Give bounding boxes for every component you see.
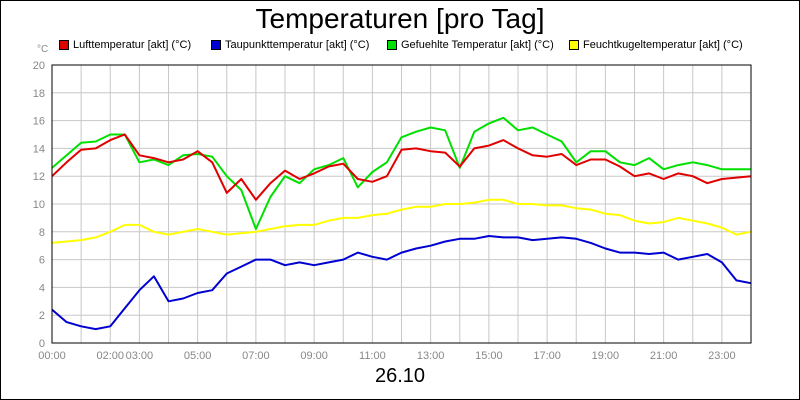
y-axis-ticks: 0 2 4 6 8 10 12 14 16 18 20 bbox=[33, 60, 45, 350]
x-tick-label: 19:00 bbox=[592, 350, 620, 362]
x-tick-label: 02:00 bbox=[96, 350, 124, 362]
y-tick-label: 12 bbox=[33, 171, 45, 183]
legend-item-taupunkttemperatur: Taupunkttemperatur [akt] (°C) bbox=[211, 39, 369, 51]
x-axis-ticks: 00:00 02:00 03:00 05:00 07:00 09:00 11:00 13:00… bbox=[38, 350, 735, 362]
legend-label-taupunkttemperatur: Taupunkttemperatur [akt] (°C) bbox=[225, 39, 370, 51]
y-axis-unit: °C bbox=[37, 44, 48, 55]
series-line-taupunkttemperatur bbox=[51, 235, 752, 331]
x-tick-label: 09:00 bbox=[300, 350, 328, 362]
y-tick-label: 6 bbox=[39, 255, 45, 267]
y-tick-label: 14 bbox=[33, 143, 45, 155]
y-tick-label: 4 bbox=[39, 282, 45, 294]
y-tick-label: 2 bbox=[39, 310, 45, 322]
y-tick-label: 8 bbox=[39, 227, 45, 239]
x-tick-label: 15:00 bbox=[475, 350, 503, 362]
grid bbox=[51, 64, 752, 344]
y-tick-label: 16 bbox=[33, 116, 45, 128]
y-tick-label: 18 bbox=[33, 88, 45, 100]
y-tick-label: 10 bbox=[33, 199, 45, 211]
x-tick-label: 13:00 bbox=[417, 350, 445, 362]
legend-swatch-taupunkttemperatur bbox=[211, 40, 221, 50]
y-tick-label: 0 bbox=[39, 338, 45, 350]
y-tick-label: 20 bbox=[33, 60, 45, 72]
x-tick-label: 21:00 bbox=[650, 350, 678, 362]
legend-swatch-lufttemperatur bbox=[59, 40, 69, 50]
legend-swatch-gefuehlte bbox=[387, 40, 397, 50]
series-line-gefuehlte bbox=[51, 116, 751, 230]
legend-label-feuchtkugel: Feuchtkugeltemperatur [akt] (°C) bbox=[583, 39, 743, 51]
series-line-feuchtkugel bbox=[51, 198, 752, 244]
x-tick-label: 07:00 bbox=[242, 350, 270, 362]
chart-title: Temperaturen [pro Tag] bbox=[255, 3, 545, 34]
legend-item-gefuehlte: Gefuehlte Temperatur [akt] (°C) bbox=[387, 39, 554, 51]
x-tick-label: 11:00 bbox=[359, 350, 386, 362]
legend-label-gefuehlte: Gefuehlte Temperatur [akt] (°C) bbox=[401, 39, 554, 51]
x-tick-label: 05:00 bbox=[184, 350, 212, 362]
legend-item-feuchtkugel: Feuchtkugeltemperatur [akt] (°C) bbox=[569, 39, 743, 51]
x-axis-date-label: 26.10 bbox=[374, 365, 426, 387]
series-line-lufttemperatur bbox=[51, 133, 752, 201]
x-tick-label: 23:00 bbox=[708, 350, 736, 362]
legend-item-lufttemperatur: Lufttemperatur [akt] (°C) bbox=[59, 39, 191, 51]
legend-swatch-feuchtkugel bbox=[569, 40, 579, 50]
legend-label-lufttemperatur: Lufttemperatur [akt] (°C) bbox=[73, 39, 192, 51]
x-tick-label: 17:00 bbox=[533, 350, 561, 362]
x-tick-label: 00:00 bbox=[38, 350, 66, 362]
plot-border bbox=[51, 64, 752, 344]
x-tick-label: 03:00 bbox=[126, 350, 154, 362]
series-lines bbox=[51, 116, 752, 331]
